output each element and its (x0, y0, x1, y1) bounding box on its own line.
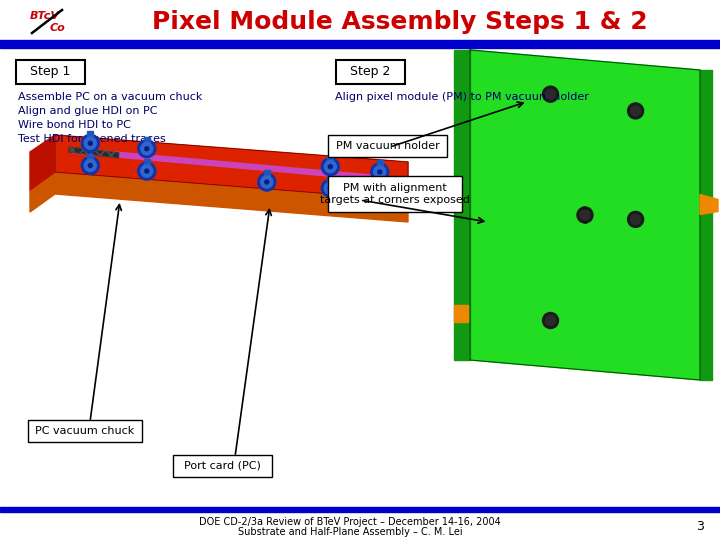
Text: Wire bond HDI to PC: Wire bond HDI to PC (18, 120, 131, 130)
Circle shape (324, 160, 336, 173)
Text: BTcV: BTcV (30, 11, 60, 21)
Text: Step 2: Step 2 (350, 65, 390, 78)
Circle shape (261, 176, 273, 188)
Circle shape (577, 207, 593, 223)
Circle shape (628, 103, 644, 119)
Polygon shape (30, 135, 55, 190)
Circle shape (138, 162, 156, 180)
Bar (0, 507, 720, 512)
Circle shape (145, 147, 149, 151)
Polygon shape (55, 135, 408, 200)
Polygon shape (700, 194, 718, 214)
Text: Align and glue HDI on PC: Align and glue HDI on PC (18, 106, 158, 116)
Text: PM with alignment
targets at corners exposed: PM with alignment targets at corners exp… (320, 183, 470, 205)
Circle shape (374, 166, 386, 178)
Text: Co: Co (49, 23, 65, 33)
Polygon shape (700, 70, 712, 380)
Ellipse shape (582, 207, 588, 223)
Circle shape (321, 158, 339, 176)
Circle shape (89, 141, 92, 145)
Bar (377, 160, 383, 169)
Polygon shape (73, 148, 379, 181)
Circle shape (141, 143, 153, 155)
Bar (0, 40, 720, 48)
FancyBboxPatch shape (16, 60, 85, 84)
Bar (264, 170, 270, 179)
Bar (144, 159, 150, 168)
FancyBboxPatch shape (336, 60, 405, 84)
Text: Port card (PC): Port card (PC) (184, 461, 261, 471)
Circle shape (81, 157, 99, 174)
Polygon shape (30, 172, 55, 212)
Text: DOE CD-2/3a Review of BTeV Project – December 14-16, 2004: DOE CD-2/3a Review of BTeV Project – Dec… (199, 517, 501, 527)
Circle shape (631, 106, 641, 116)
Circle shape (321, 179, 339, 197)
Circle shape (324, 182, 336, 194)
Polygon shape (454, 305, 468, 322)
FancyBboxPatch shape (173, 455, 272, 477)
Circle shape (631, 214, 641, 225)
Polygon shape (69, 147, 119, 158)
Circle shape (371, 163, 389, 181)
Circle shape (542, 86, 559, 102)
Text: PC vacuum chuck: PC vacuum chuck (35, 426, 135, 436)
FancyBboxPatch shape (328, 176, 462, 212)
Circle shape (89, 164, 92, 167)
Circle shape (546, 89, 556, 99)
Text: Substrate and Half-Plane Assembly – C. M. Lei: Substrate and Half-Plane Assembly – C. M… (238, 527, 462, 537)
Circle shape (580, 210, 590, 220)
FancyBboxPatch shape (328, 135, 447, 157)
Circle shape (265, 180, 269, 184)
Circle shape (542, 313, 559, 328)
Circle shape (138, 140, 156, 158)
Circle shape (84, 137, 96, 149)
Polygon shape (55, 172, 408, 222)
Circle shape (328, 186, 333, 190)
Circle shape (84, 159, 96, 172)
Circle shape (258, 173, 276, 191)
Circle shape (81, 134, 99, 152)
Text: 3: 3 (696, 521, 704, 534)
Circle shape (328, 165, 333, 168)
Bar (328, 154, 333, 164)
Polygon shape (454, 50, 470, 360)
Circle shape (546, 315, 556, 326)
Circle shape (145, 169, 149, 173)
Text: Pixel Module Assembly Steps 1 & 2: Pixel Module Assembly Steps 1 & 2 (152, 10, 648, 34)
Text: PM vacuum holder: PM vacuum holder (336, 141, 439, 151)
Polygon shape (470, 50, 700, 380)
Bar (87, 153, 94, 163)
Text: Step 1: Step 1 (30, 65, 70, 78)
FancyBboxPatch shape (28, 420, 142, 442)
Bar (328, 176, 333, 185)
Text: Assemble PC on a vacuum chuck: Assemble PC on a vacuum chuck (18, 92, 202, 102)
Circle shape (378, 170, 382, 174)
Bar (144, 137, 150, 146)
Circle shape (628, 211, 644, 227)
Text: Test HDI for opened traces: Test HDI for opened traces (18, 134, 166, 144)
Text: Align pixel module (PM) to PM vacuum holder: Align pixel module (PM) to PM vacuum hol… (335, 92, 589, 102)
Circle shape (141, 165, 153, 177)
Bar (87, 131, 94, 140)
